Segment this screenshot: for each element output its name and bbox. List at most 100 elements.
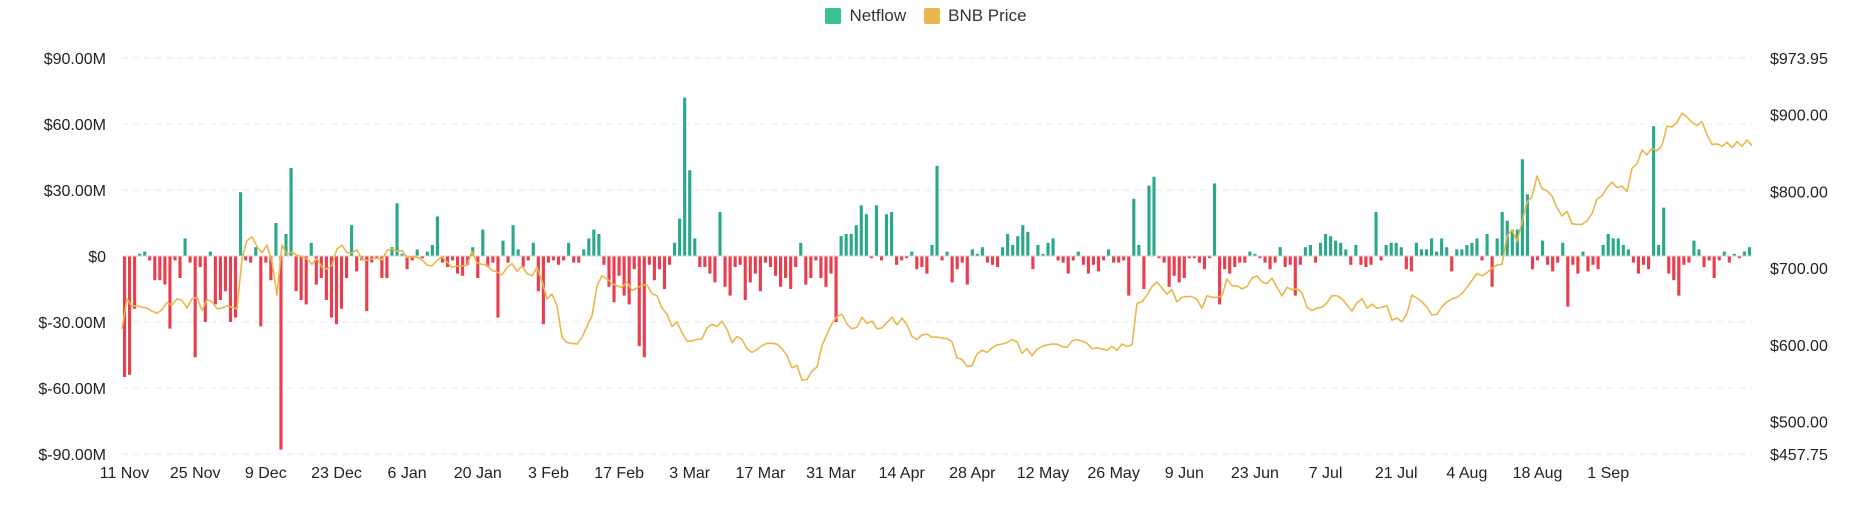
netflow-bar [1530,256,1535,270]
netflow-bar [1223,256,1227,270]
y-right-tick-label: $500.00 [1770,415,1828,432]
netflow-bar [501,240,505,256]
netflow-bar [334,256,339,325]
netflow-bar [662,256,667,289]
netflow-bar [1747,247,1752,256]
x-tick-label: 3 Feb [528,465,569,482]
netflow-bar [1313,256,1318,263]
legend-item-netflow[interactable]: Netflow [825,6,906,26]
netflow-bar [213,256,217,305]
netflow-bar [133,256,137,309]
netflow-bar [1258,256,1262,259]
netflow-bar [1581,251,1585,256]
netflow-bar [1298,256,1302,265]
netflow-bar [819,256,823,278]
netflow-bar [1551,256,1555,272]
netflow-bar [1339,242,1343,256]
y-right-tick-label: $900.00 [1770,108,1828,125]
netflow-bar [1218,256,1222,305]
netflow-bar [1344,249,1348,256]
netflow-bar [556,256,561,265]
netflow-bar [1641,256,1646,265]
netflow-bar [1611,238,1615,256]
netflow-bar [420,256,424,259]
netflow-bar [1470,242,1474,256]
netflow-bar [562,256,566,261]
netflow-bar [1268,256,1272,270]
netflow-bar [1535,256,1540,261]
netflow-bar [284,234,288,256]
netflow-bar [1394,242,1398,256]
netflow-bar [970,249,974,256]
y-left-tick-label: $90.00M [44,51,106,68]
netflow-bar [1727,256,1731,263]
x-tick-label: 28 Apr [949,465,996,482]
netflow-bar [869,256,873,259]
netflow-bar [773,256,778,276]
netflow-bar [233,256,238,318]
netflow-bar [985,256,990,263]
netflow-bar [1525,194,1529,256]
netflow-bar [688,170,692,256]
netflow-bar [496,256,500,318]
netflow-bar [592,229,596,256]
legend: Netflow BNB Price [0,6,1852,26]
netflow-bar [1566,256,1570,307]
netflow-bar [955,256,959,270]
netflow-bar [1031,256,1035,270]
netflow-bar [526,256,530,261]
netflow-bar [809,256,813,278]
netflow-bar [577,256,581,263]
netflow-bar [1450,256,1454,272]
netflow-bar [143,251,147,256]
netflow-bar [950,256,954,283]
netflow-bar [294,256,298,292]
netflow-bar [218,256,222,300]
netflow-bar [1742,251,1746,256]
netflow-bar [1142,256,1146,289]
x-tick-label: 4 Aug [1446,465,1487,482]
legend-item-price[interactable]: BNB Price [924,6,1027,26]
netflow-bar [572,256,576,263]
netflow-bar [1520,159,1524,256]
x-tick-label: 9 Jun [1165,465,1204,482]
netflow-bar [440,256,445,263]
netflow-bar [1197,256,1201,263]
netflow-bar [1399,247,1403,256]
netflow-bar [1293,256,1297,296]
netflow-bar [1480,256,1484,261]
netflow-bar [910,251,914,256]
netflow-bar [355,256,359,272]
netflow-bar [1016,236,1020,256]
netflow-bar [1086,256,1090,274]
legend-label-netflow: Netflow [849,6,907,25]
netflow-bar [829,256,833,274]
netflow-bar [153,256,157,281]
netflow-bar [874,205,879,256]
netflow-bar [1061,256,1065,263]
netflow-bar [425,251,429,256]
netflow-bar [582,249,586,256]
netflow-bar [350,225,354,256]
netflow-bar [1465,245,1469,256]
netflow-bar [1278,247,1282,256]
netflow-bar [657,256,662,270]
netflow-bar [239,192,243,256]
netflow-bar [1677,256,1681,296]
netflow-bar [683,97,687,256]
netflow-bar [1737,256,1741,259]
netflow-bar [163,256,167,285]
netflow-bar [1081,256,1085,265]
netflow-bar [1596,256,1600,270]
netflow-bar [859,205,863,256]
netflow-bar [905,256,909,259]
netflow-bar [1228,256,1232,274]
netflow-bar [1046,242,1050,256]
netflow-bar [1303,247,1307,256]
netflow-bar [329,256,333,318]
y-right-tick-label: $800.00 [1770,184,1828,201]
netflow-bar [1440,238,1444,256]
netflow-bar [178,256,182,278]
netflow-bar [920,256,924,267]
netflow-bar [375,256,379,259]
